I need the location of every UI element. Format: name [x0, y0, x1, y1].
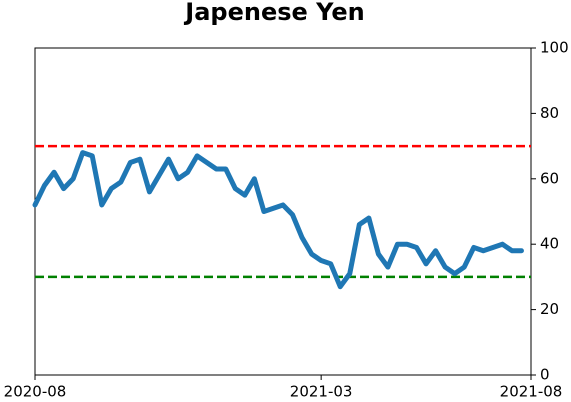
data-line — [32, 150, 524, 290]
x-tick-label: 2021-03 — [290, 383, 353, 401]
x-tick-label: 2020-08 — [4, 383, 67, 401]
plot-frame — [34, 47, 532, 376]
y-tick-label: 60 — [540, 169, 559, 187]
y-tick-label: 0 — [540, 366, 550, 384]
y-tick-label: 80 — [540, 104, 559, 122]
y-tick-label: 40 — [540, 235, 559, 253]
chart-title: Japenese Yen — [183, 0, 364, 26]
x-tick-label: 2021-08 — [500, 383, 563, 401]
y-tick-label: 20 — [540, 300, 559, 318]
y-tick-label: 100 — [540, 39, 569, 57]
